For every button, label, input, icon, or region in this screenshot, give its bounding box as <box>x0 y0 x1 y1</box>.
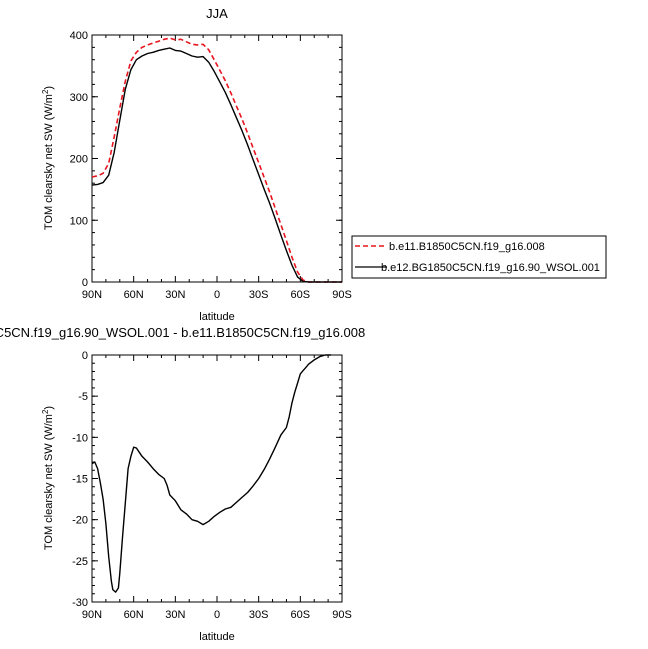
top-tick-labels: 90N 60N 30N 0 30S 60S 90S 0 100 200 300 400 <box>70 30 352 301</box>
top-chart-title: JJA <box>206 6 228 21</box>
x-tick-label: 90S <box>332 609 352 621</box>
top-y-axis-label-tail: ) <box>43 86 55 90</box>
x-tick-label: 0 <box>214 609 220 621</box>
bottom-ticks <box>91 354 343 603</box>
y-tick-label: -20 <box>72 515 88 527</box>
x-tick-label: 90N <box>82 289 102 301</box>
legend-box <box>351 235 607 279</box>
bottom-y-axis-label-main: TOM clearsky net SW (W/m <box>43 414 55 550</box>
x-tick-label: 60N <box>124 289 144 301</box>
series-line-2 <box>91 47 342 283</box>
x-tick-label: 90N <box>82 609 102 621</box>
x-tick-label: 30N <box>165 289 185 301</box>
y-tick-label: -30 <box>72 597 88 609</box>
x-tick-label: 60S <box>291 609 311 621</box>
x-tick-label: 30N <box>165 609 185 621</box>
bottom-panel: b.e12.BG1850C5CN.f19_g16.90_WSOL.001 - b… <box>0 325 365 643</box>
y-tick-label: 100 <box>70 215 88 227</box>
y-tick-label: 300 <box>70 92 88 104</box>
y-tick-label: 0 <box>82 350 88 362</box>
top-panel: JJA 90N 60N 30N 0 30S 60S 90S 0 100 200 300 400 lat… <box>41 6 352 323</box>
top-y-axis-label-sup: 2 <box>41 89 50 94</box>
x-tick-label: 90S <box>332 289 352 301</box>
top-ticks <box>91 34 343 283</box>
legend: b.e11.B1850C5CN.f19_g16.008 b.e12.BG1850… <box>351 235 607 279</box>
top-y-axis-label-main: TOM clearsky net SW (W/m <box>43 94 55 230</box>
y-tick-label: 200 <box>70 154 88 166</box>
y-tick-label: -15 <box>72 474 88 486</box>
bottom-y-axis-label-sup: 2 <box>41 409 50 414</box>
bottom-tick-labels: 90N 60N 30N 0 30S 60S 90S -30 -25 -20 -15 -10 -5 0 <box>72 350 352 621</box>
bottom-x-axis-label: latitude <box>199 631 234 643</box>
x-tick-label: 60N <box>124 609 144 621</box>
bottom-chart-title: b.e12.BG1850C5CN.f19_g16.90_WSOL.001 - b… <box>0 325 365 340</box>
legend-entry-1: b.e11.B1850C5CN.f19_g16.008 <box>389 241 545 253</box>
x-tick-label: 0 <box>214 289 220 301</box>
top-series-lines <box>91 37 342 283</box>
bottom-plot-frame <box>91 354 343 603</box>
y-tick-label: 0 <box>82 277 88 289</box>
top-x-axis-label: latitude <box>199 311 234 323</box>
y-tick-label: -25 <box>72 556 88 568</box>
bottom-y-axis-label-tail: ) <box>43 406 55 410</box>
series-line-1 <box>91 354 331 593</box>
x-tick-label: 60S <box>291 289 311 301</box>
bottom-series-lines <box>91 354 331 593</box>
y-tick-label: 400 <box>70 30 88 42</box>
top-y-axis-label: TOM clearsky net SW (W/m2) <box>41 86 55 230</box>
x-tick-label: 30S <box>249 609 269 621</box>
y-tick-label: -5 <box>78 391 88 403</box>
bottom-y-axis-label: TOM clearsky net SW (W/m2) <box>41 406 55 550</box>
legend-entry-2: b.e12.BG1850C5CN.f19_g16.90_WSOL.001 <box>381 262 600 274</box>
x-tick-label: 30S <box>249 289 269 301</box>
y-tick-label: -10 <box>72 432 88 444</box>
series-line-1 <box>91 37 342 283</box>
